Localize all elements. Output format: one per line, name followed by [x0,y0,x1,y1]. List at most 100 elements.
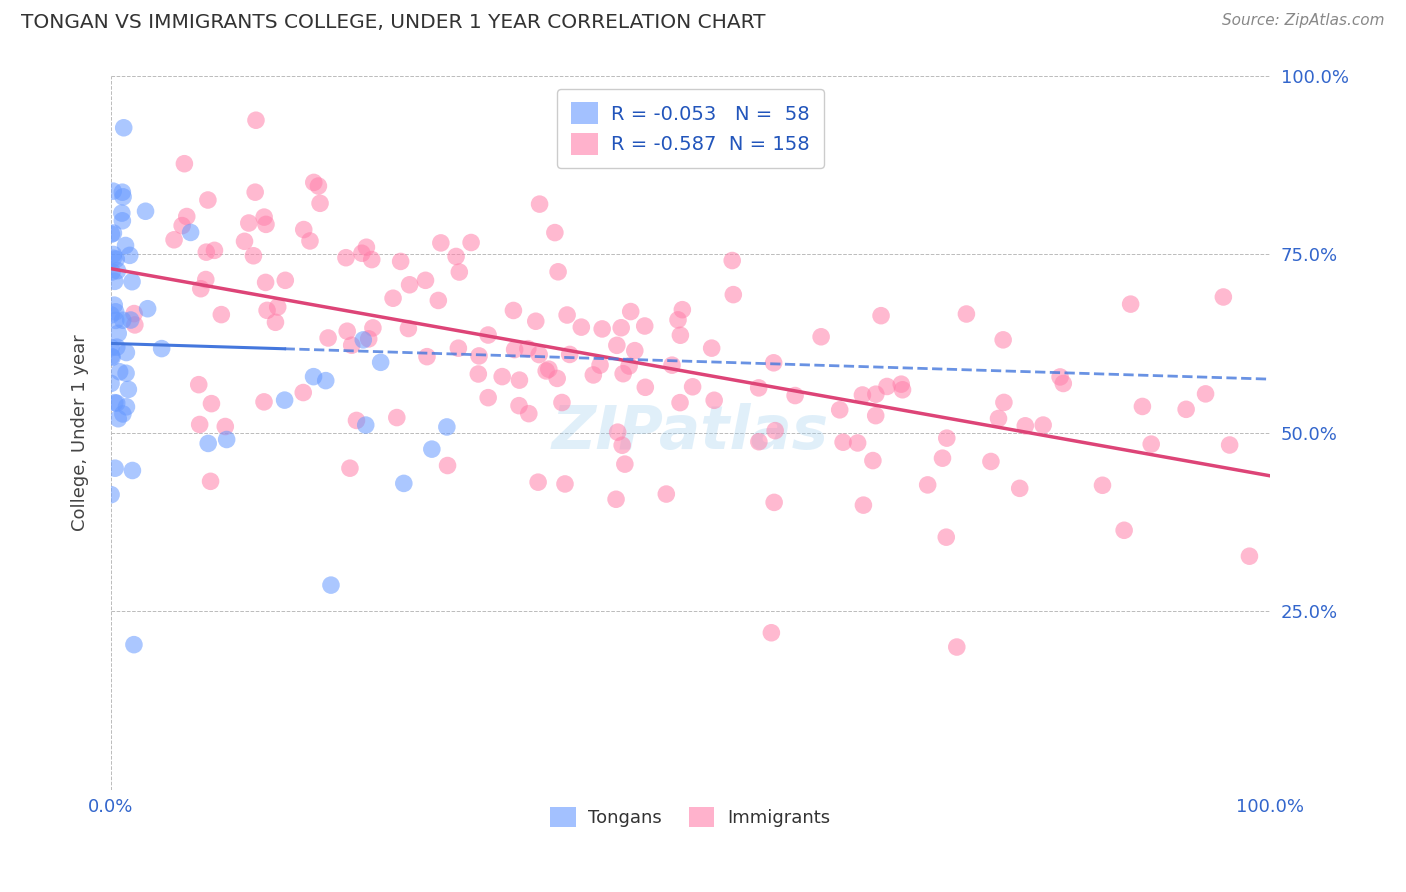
Point [589,358,612,372]
Point [1032,418,1054,433]
Point [1239,549,1261,564]
Point [112,120,135,135]
Point [980,454,1002,468]
Point [606,338,628,352]
Point [389,254,412,268]
Point [527,348,550,362]
Point [555,308,578,322]
Point [111,407,134,421]
Point [136,301,159,316]
Point [335,251,357,265]
Point [382,291,405,305]
Point [612,438,634,452]
Point [1014,418,1036,433]
Point [810,330,832,344]
Point [931,451,953,466]
Point [121,275,143,289]
Point [100,227,122,242]
Point [105,396,128,410]
Point [508,373,530,387]
Point [1049,370,1071,384]
Point [111,206,134,220]
Point [862,453,884,467]
Point [121,463,143,477]
Point [214,419,236,434]
Point [172,219,194,233]
Point [100,341,122,355]
Point [917,478,939,492]
Point [194,272,217,286]
Point [605,492,627,507]
Point [200,397,222,411]
Point [721,253,744,268]
Point [935,530,957,544]
Point [195,245,218,260]
Point [107,326,129,341]
Point [238,216,260,230]
Point [891,383,914,397]
Legend: Tongans, Immigrants: Tongans, Immigrants [543,800,838,835]
Point [669,328,692,343]
Point [253,395,276,409]
Point [527,475,550,490]
Point [274,273,297,287]
Point [1212,290,1234,304]
Point [546,371,568,385]
Point [890,377,912,392]
Point [634,380,657,394]
Point [524,314,547,328]
Point [292,222,315,236]
Point [763,495,786,509]
Point [100,308,122,322]
Point [655,487,678,501]
Point [267,300,290,314]
Point [253,210,276,224]
Point [101,351,124,365]
Point [1114,523,1136,537]
Point [529,197,551,211]
Point [669,395,692,409]
Point [870,309,893,323]
Point [846,436,869,450]
Point [103,184,125,198]
Point [468,349,491,363]
Point [477,328,499,343]
Point [852,498,875,512]
Point [467,367,489,381]
Point [634,318,657,333]
Point [449,265,471,279]
Point [118,248,141,262]
Point [1140,437,1163,451]
Point [197,436,219,450]
Point [115,345,138,359]
Point [115,366,138,380]
Point [398,277,420,292]
Point [534,364,557,378]
Point [245,113,267,128]
Point [316,331,339,345]
Point [666,313,689,327]
Point [209,308,232,322]
Point [273,393,295,408]
Point [200,475,222,489]
Point [955,307,977,321]
Point [101,265,124,279]
Point [302,175,325,189]
Point [876,379,898,393]
Point [360,252,382,267]
Point [302,369,325,384]
Point [104,461,127,475]
Point [935,431,957,445]
Point [107,263,129,277]
Point [991,333,1014,347]
Y-axis label: College, Under 1 year: College, Under 1 year [72,334,89,531]
Point [361,321,384,335]
Point [1091,478,1114,492]
Point [112,190,135,204]
Point [1008,481,1031,495]
Point [1219,438,1241,452]
Point [655,115,678,129]
Point [537,362,560,376]
Point [103,247,125,261]
Point [436,420,458,434]
